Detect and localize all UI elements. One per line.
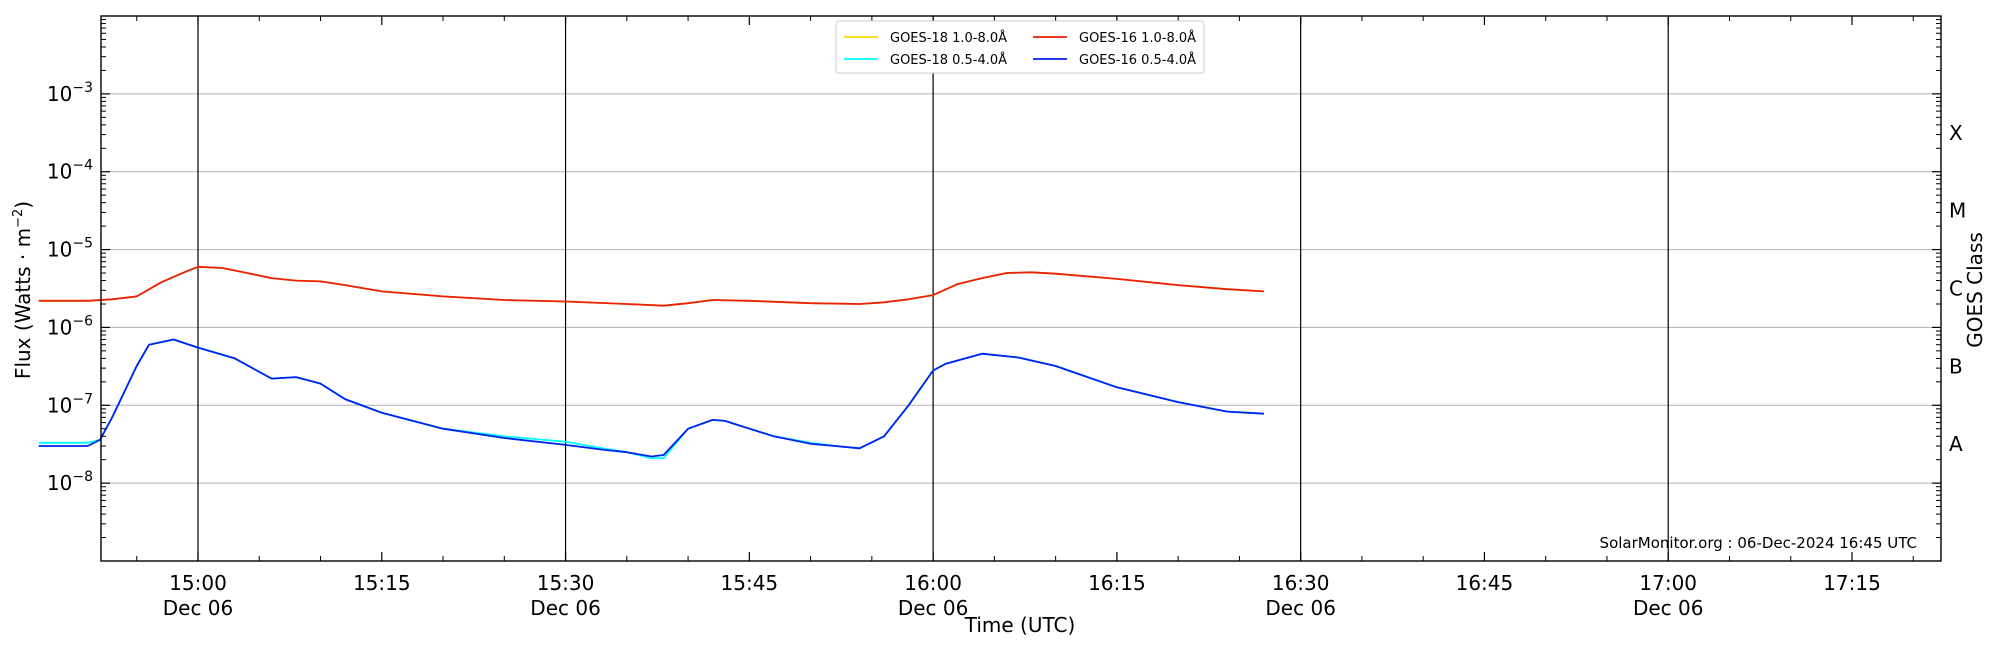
goes-class-label: C [1949,277,1963,301]
x-tick-sublabel: Dec 06 [530,596,601,620]
legend-label: GOES-16 0.5-4.0Å [1079,52,1196,68]
x-tick-label: 17:15 [1823,571,1881,595]
y-tick-label: 10−7 [47,391,93,417]
x-tick-sublabel: Dec 06 [898,596,969,620]
legend-label: GOES-16 1.0-8.0Å [1079,30,1196,46]
x-tick-label: 16:45 [1456,571,1514,595]
goes-class-label: X [1949,121,1963,145]
x-tick-sublabel: Dec 06 [1265,596,1336,620]
goes-class-axis-title: GOES Class [1963,232,1987,348]
y-tick-label: 10−3 [47,80,93,106]
x-tick-label: 15:45 [721,571,779,595]
series-line [38,338,1264,458]
legend-label: GOES-18 0.5-4.0Å [890,52,1007,68]
y-axis-title-exponent: −2 [11,209,26,228]
legend-label: GOES-18 1.0-8.0Å [890,30,1007,46]
goes-class-label: A [1949,432,1963,456]
x-tick-label: 16:00 [904,571,962,595]
series-line [38,265,1264,307]
y-tick-label: 10−6 [47,313,93,339]
y-tick-label: 10−8 [47,469,93,495]
series-lines [38,265,1264,460]
x-tick-sublabel: Dec 06 [1633,596,1704,620]
goes-class-label: B [1949,354,1963,378]
x-tick-label: 15:30 [537,571,595,595]
x-tick-label: 15:15 [353,571,411,595]
legend: GOES-18 1.0-8.0Å GOES-18 0.5-4.0Å GOES-16 … [835,20,1205,74]
plot-frame [100,15,1942,562]
axis-ticks [101,16,1941,561]
goes-class-label: M [1949,199,1966,223]
x-axis-title: Time (UTC) [964,613,1076,637]
grid-lines [101,16,1941,561]
series-line [38,265,1264,307]
credit-text: SolarMonitor.org : 06-Dec-2024 16:45 UTC [1600,534,1917,552]
y-tick-label: 10−5 [47,236,93,262]
legend-box [835,20,1205,74]
x-tick-label: 15:00 [169,571,227,595]
y-axis-title-close: ) [11,201,35,209]
x-tick-sublabel: Dec 06 [163,596,234,620]
x-tick-label: 16:30 [1272,571,1330,595]
series-line [38,338,1264,460]
x-tick-label: 17:00 [1639,571,1697,595]
y-axis-title: Flux (Watts · m−2) [11,201,35,379]
x-tick-label: 16:15 [1088,571,1146,595]
y-tick-label: 10−4 [47,158,93,184]
y-axis-title-main: Flux (Watts · m [11,228,35,379]
